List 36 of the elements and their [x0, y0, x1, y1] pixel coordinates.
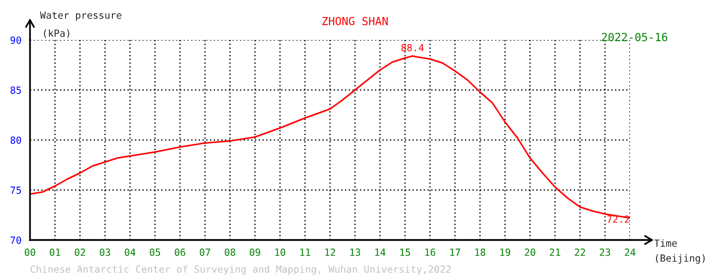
y-axis-title: Water pressure (kPa) — [40, 12, 122, 38]
x-tick-label: 18 — [475, 248, 486, 256]
annotation: 88.4 — [401, 44, 424, 52]
x-tick-label: 00 — [24, 248, 36, 256]
x-tick-label: 07 — [200, 248, 210, 256]
y-tick-label: 90 — [10, 36, 22, 44]
y-tick-label: 80 — [10, 136, 22, 144]
x-tick-label: 22 — [574, 248, 586, 256]
x-tick-label: 10 — [275, 248, 286, 256]
x-tick-label: 13 — [350, 248, 360, 256]
x-tick-label: 05 — [150, 248, 160, 256]
x-tick-label: 16 — [425, 248, 436, 256]
x-tick-label: 21 — [550, 248, 560, 256]
x-tick-label: 20 — [524, 248, 536, 256]
text: Chinese Antarctic Center of Surveying and Mapping, Wuhan University,2022 — [30, 265, 451, 275]
x-tick-label: 24 — [624, 248, 636, 256]
x-tick-label: 15 — [400, 248, 410, 256]
y-tick-label: 70 — [10, 236, 22, 244]
x-tick-label: 01 — [50, 248, 60, 256]
x-tick-label: 02 — [74, 248, 86, 256]
x-tick-label: 17 — [450, 248, 460, 256]
x-tick-label: 19 — [500, 248, 510, 256]
chart-title: ZHONG SHAN — [322, 16, 388, 26]
y-tick-label: 75 — [10, 186, 21, 194]
y-tick-label: 85 — [10, 86, 21, 94]
chart-subtitle: 2022-05-16 — [602, 32, 668, 42]
x-tick-label: 09 — [250, 248, 260, 256]
x-tick-label: 23 — [600, 248, 610, 256]
x-tick-label: 12 — [325, 248, 336, 256]
x-tick-label: 08 — [224, 248, 236, 256]
x-tick-label: 14 — [375, 248, 386, 256]
x-tick-label: 03 — [100, 248, 110, 256]
x-axis-title: Time (Beijing) — [654, 239, 705, 264]
x-tick-label: 06 — [174, 248, 186, 256]
x-tick-label: 11 — [300, 248, 310, 256]
x-tick-label: 04 — [124, 248, 136, 256]
